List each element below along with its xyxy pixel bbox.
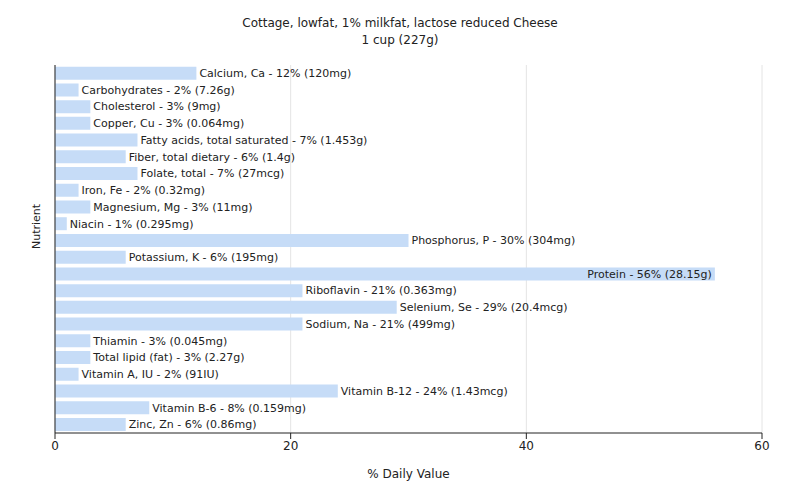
svg-text:0: 0 xyxy=(51,439,59,453)
svg-text:20: 20 xyxy=(283,439,298,453)
svg-text:Carbohydrates - 2% (7.26g): Carbohydrates - 2% (7.26g) xyxy=(82,84,235,97)
svg-text:% Daily Value: % Daily Value xyxy=(367,467,449,481)
svg-text:Protein - 56% (28.15g): Protein - 56% (28.15g) xyxy=(587,268,712,281)
svg-text:Niacin - 1% (0.295mg): Niacin - 1% (0.295mg) xyxy=(70,218,194,231)
svg-text:60: 60 xyxy=(754,439,769,453)
svg-text:Vitamin A, IU - 2% (91IU): Vitamin A, IU - 2% (91IU) xyxy=(82,368,219,381)
svg-text:Cholesterol - 3% (9mg): Cholesterol - 3% (9mg) xyxy=(93,100,220,113)
svg-text:Zinc, Zn - 6% (0.86mg): Zinc, Zn - 6% (0.86mg) xyxy=(129,418,257,431)
html-text:Cottage, lowfat, 1% milkfat, l: Cottage, lowfat, 1% milkfat, lactose red… xyxy=(242,16,558,30)
svg-text:Iron, Fe - 2% (0.32mg): Iron, Fe - 2% (0.32mg) xyxy=(82,184,205,197)
svg-text:Phosphorus, P - 30% (304mg): Phosphorus, P - 30% (304mg) xyxy=(412,234,576,247)
html-text:1 cup (227g): 1 cup (227g) xyxy=(361,33,439,47)
svg-text:Vitamin B-12 - 24% (1.43mcg): Vitamin B-12 - 24% (1.43mcg) xyxy=(341,385,508,398)
svg-text:Folate, total - 7% (27mcg): Folate, total - 7% (27mcg) xyxy=(140,167,284,180)
svg-text:Calcium, Ca - 12% (120mg): Calcium, Ca - 12% (120mg) xyxy=(199,67,351,80)
svg-text:Fiber, total dietary - 6% (1.4: Fiber, total dietary - 6% (1.4g) xyxy=(129,151,295,164)
svg-text:Copper, Cu - 3% (0.064mg): Copper, Cu - 3% (0.064mg) xyxy=(93,117,244,130)
svg-text:Potassium, K - 6% (195mg): Potassium, K - 6% (195mg) xyxy=(129,251,279,264)
svg-text:40: 40 xyxy=(519,439,534,453)
svg-text:Selenium, Se - 29% (20.4mcg): Selenium, Se - 29% (20.4mcg) xyxy=(400,301,568,314)
svg-text:Riboflavin - 21% (0.363mg): Riboflavin - 21% (0.363mg) xyxy=(305,284,456,297)
svg-text:Nutrient: Nutrient xyxy=(30,203,43,249)
svg-text:Total lipid (fat) - 3% (2.27g): Total lipid (fat) - 3% (2.27g) xyxy=(92,351,244,364)
svg-text:Fatty acids, total saturated -: Fatty acids, total saturated - 7% (1.453… xyxy=(140,134,367,147)
svg-text:Vitamin B-6 - 8% (0.159mg): Vitamin B-6 - 8% (0.159mg) xyxy=(152,402,306,415)
svg-text:Sodium, Na - 21% (499mg): Sodium, Na - 21% (499mg) xyxy=(305,318,455,331)
svg-text:Magnesium, Mg - 3% (11mg): Magnesium, Mg - 3% (11mg) xyxy=(93,201,252,214)
svg-text:Thiamin - 3% (0.045mg): Thiamin - 3% (0.045mg) xyxy=(92,335,227,348)
